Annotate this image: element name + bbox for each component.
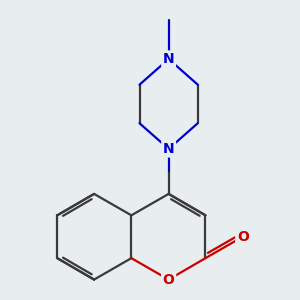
Text: O: O — [237, 230, 249, 244]
Text: O: O — [163, 273, 175, 286]
Text: N: N — [163, 142, 174, 156]
Text: N: N — [163, 52, 174, 66]
